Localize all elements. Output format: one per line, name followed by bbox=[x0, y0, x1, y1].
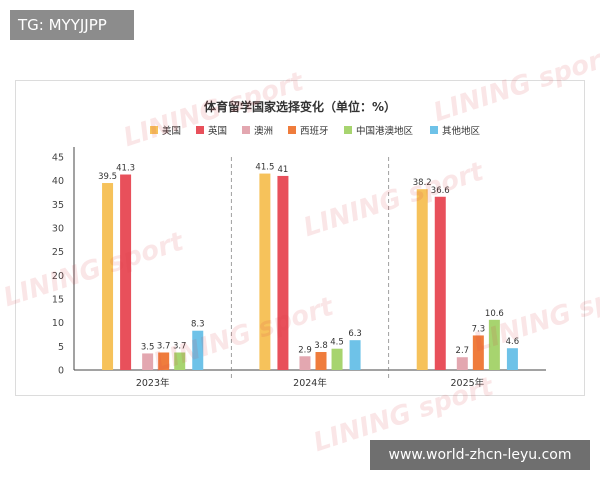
legend-label: 英国 bbox=[208, 125, 227, 137]
bar bbox=[158, 352, 170, 370]
legend-swatch bbox=[196, 126, 204, 134]
bar bbox=[120, 174, 132, 370]
bar-value-label: 38.2 bbox=[413, 178, 432, 188]
bar bbox=[349, 340, 361, 370]
legend-label: 美国 bbox=[162, 125, 181, 137]
bar bbox=[299, 356, 311, 370]
y-tick-label: 45 bbox=[52, 153, 64, 164]
legend-label: 西班牙 bbox=[300, 125, 329, 137]
bar bbox=[506, 348, 518, 370]
bar bbox=[416, 189, 428, 370]
bar-value-label: 7.3 bbox=[472, 324, 486, 334]
bar bbox=[331, 348, 343, 370]
telegram-badge: TG: MYYJJPP bbox=[10, 10, 134, 40]
y-tick-label: 35 bbox=[52, 200, 64, 211]
legend-label: 澳洲 bbox=[254, 125, 273, 137]
bar-value-label: 41.5 bbox=[255, 163, 274, 173]
x-tick-label: 2025年 bbox=[450, 377, 484, 389]
bar-value-label: 3.5 bbox=[141, 342, 155, 352]
y-tick-label: 15 bbox=[52, 295, 64, 306]
chart-legend: 美国 英国 澳洲 西班牙 中国港澳地区 其他地区 bbox=[150, 125, 481, 137]
legend-label: 其他地区 bbox=[442, 125, 481, 137]
chart-title: 体育留学国家选择变化（单位：%） bbox=[204, 99, 396, 114]
bar-value-label: 3.8 bbox=[314, 341, 328, 351]
bar-value-label: 10.6 bbox=[485, 309, 504, 319]
y-tick-label: 20 bbox=[52, 271, 64, 282]
bar bbox=[434, 196, 446, 370]
legend-swatch bbox=[288, 126, 296, 134]
bar bbox=[174, 352, 186, 370]
bar-value-label: 39.5 bbox=[98, 172, 117, 182]
bar-value-label: 8.3 bbox=[191, 320, 205, 330]
y-tick-label: 10 bbox=[52, 318, 64, 329]
legend-swatch bbox=[344, 126, 352, 134]
bar-value-label: 2.9 bbox=[298, 345, 312, 355]
bar-value-label: 41.3 bbox=[116, 164, 135, 174]
bar bbox=[142, 353, 154, 370]
bar bbox=[456, 357, 468, 370]
y-tick-label: 25 bbox=[52, 247, 64, 258]
x-tick-label: 2024年 bbox=[293, 377, 327, 389]
x-tick-label: 2023年 bbox=[136, 377, 170, 389]
website-badge: www.world-zhcn-leyu.com bbox=[370, 440, 590, 470]
bar-chart: 体育留学国家选择变化（单位：%） 美国 英国 澳洲 西班牙 中国港澳地区 其他地区 0 5 1… bbox=[52, 99, 546, 389]
bar-value-label: 3.7 bbox=[157, 341, 171, 351]
chart-axes: 0 5 10 15 20 25 30 35 40 45 2023年 2024年 2025年 bbox=[52, 147, 546, 389]
y-tick-label: 30 bbox=[52, 224, 64, 235]
y-tick-label: 0 bbox=[58, 366, 64, 377]
bar bbox=[277, 175, 289, 370]
bar-value-label: 2.7 bbox=[456, 346, 470, 356]
chart-container: 体育留学国家选择变化（单位：%） 美国 英国 澳洲 西班牙 中国港澳地区 其他地区 0 5 1… bbox=[15, 80, 585, 396]
bar-value-label: 4.6 bbox=[506, 337, 520, 347]
bar bbox=[259, 173, 271, 370]
bar bbox=[192, 330, 204, 370]
bar-value-label: 4.5 bbox=[330, 338, 344, 348]
y-tick-label: 40 bbox=[52, 176, 64, 187]
bar bbox=[315, 352, 327, 370]
bar bbox=[472, 335, 484, 370]
bar-value-label: 3.7 bbox=[173, 341, 187, 351]
bar-value-label: 41 bbox=[278, 165, 289, 175]
legend-swatch bbox=[430, 126, 438, 134]
bar-value-label: 6.3 bbox=[348, 329, 362, 339]
bar-value-label: 36.6 bbox=[431, 186, 450, 196]
y-tick-label: 5 bbox=[58, 342, 64, 353]
legend-label: 中国港澳地区 bbox=[356, 125, 414, 137]
legend-swatch bbox=[150, 126, 158, 134]
chart-bars: 39.5 41.5 38.2 41.3 41 36.6 3.5 2.9 2.7 3.7 3.8 7.3… bbox=[98, 163, 519, 370]
legend-swatch bbox=[242, 126, 250, 134]
bar bbox=[488, 319, 500, 370]
bar bbox=[102, 183, 114, 370]
